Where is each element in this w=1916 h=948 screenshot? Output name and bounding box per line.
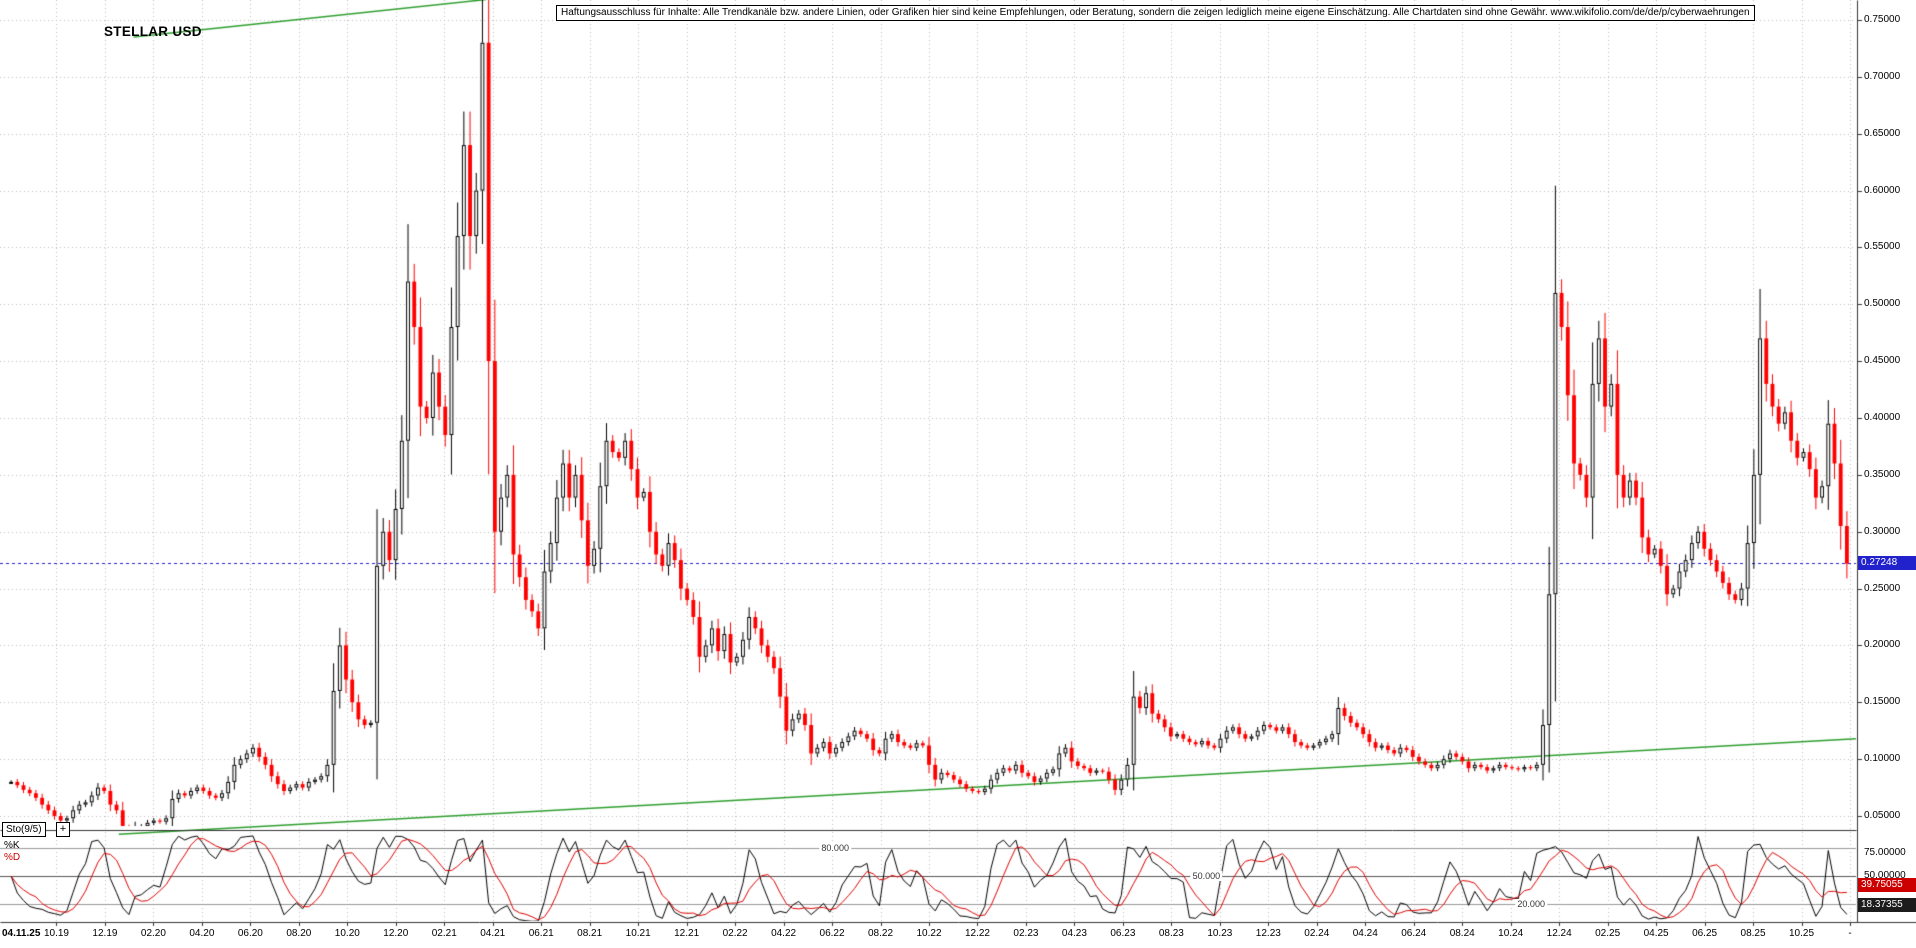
time-axis-label: 12.22	[964, 928, 990, 939]
price-axis-label: 0.25000	[1864, 582, 1901, 594]
stoch-k-value-badge: 39.75055	[1858, 878, 1916, 893]
time-axis-label: 08.20	[286, 928, 312, 939]
time-axis-label: 10.25	[1789, 928, 1815, 939]
price-axis-label: 0.40000	[1864, 412, 1901, 423]
price-axis-label: 0.70000	[1864, 70, 1901, 82]
time-axis-label: 10.23	[1207, 928, 1233, 939]
time-axis-label: 02.21	[431, 928, 457, 939]
indicator-settings-button[interactable]: Sto(9/5)	[2, 822, 46, 837]
price-axis-label: 0.55000	[1864, 241, 1901, 253]
time-axis-label: 04.21	[480, 928, 506, 939]
price-axis-label: 0.35000	[1864, 468, 1901, 480]
time-axis-label: 04.25	[1643, 928, 1669, 939]
chart-title: STELLAR USD	[104, 24, 202, 39]
disclaimer-note: Haftungsausschluss für Inhalte: Alle Tre…	[556, 5, 1755, 21]
stoch-k-legend: %K	[4, 840, 20, 851]
time-axis-label: -	[1848, 928, 1852, 939]
price-axis-label: 0.65000	[1864, 127, 1901, 139]
time-axis-label: 06.22	[819, 928, 845, 939]
time-axis-label: 04.24	[1352, 928, 1378, 939]
time-axis-label: 10.22	[916, 928, 942, 939]
price-axis-label: 0.20000	[1864, 639, 1901, 651]
time-axis-label: 08.24	[1449, 928, 1475, 939]
time-axis-label: 02.22	[722, 928, 748, 939]
indicator-add-button[interactable]: +	[56, 822, 70, 837]
time-axis-label: 12.24	[1546, 928, 1572, 939]
time-axis-label: 10.24	[1498, 928, 1524, 939]
price-axis-label: 0.75000	[1864, 14, 1901, 25]
time-axis-label: 08.21	[577, 928, 603, 939]
indicator-axis-label: 75.00000	[1864, 847, 1906, 858]
price-axis-label: 0.15000	[1864, 696, 1901, 708]
price-axis-label: 0.05000	[1864, 810, 1901, 821]
price-axis-label: 0.50000	[1864, 298, 1901, 310]
price-axis-label: 0.30000	[1864, 525, 1901, 537]
price-axis-label: 0.45000	[1864, 355, 1901, 367]
price-axis-label: 0.10000	[1864, 753, 1901, 765]
price-axis-label: 0.60000	[1864, 184, 1901, 196]
current-price-badge: 0.27248	[1858, 556, 1916, 570]
stoch-d-legend: %D	[4, 852, 21, 863]
time-axis-label: 02.23	[1013, 928, 1039, 939]
time-axis-label: 04.23	[1061, 928, 1087, 939]
indicator-level-label: 50.000	[1190, 871, 1223, 881]
time-axis-label: 06.23	[1110, 928, 1136, 939]
indicator-name-label: Sto(9/5)	[6, 824, 42, 835]
time-axis-label: 08.22	[868, 928, 894, 939]
indicator-axis-label: 50.00000	[1864, 870, 1906, 881]
time-axis-label: 04.22	[771, 928, 797, 939]
time-axis-label: 06.20	[237, 928, 263, 939]
time-axis-label: 06.25	[1692, 928, 1718, 939]
time-axis-label: 02.24	[1304, 928, 1330, 939]
time-axis-label: 10.19	[43, 928, 69, 939]
time-axis-label: 12.23	[1255, 928, 1281, 939]
time-axis-label: 04.11.25	[2, 928, 41, 939]
time-axis-label: 02.25	[1595, 928, 1621, 939]
time-axis-label: 12.19	[92, 928, 118, 939]
time-axis-label: 12.20	[383, 928, 409, 939]
time-axis-label: 08.25	[1740, 928, 1766, 939]
time-axis-label: 04.20	[189, 928, 215, 939]
indicator-level-label: 80.000	[819, 843, 851, 854]
time-axis-label: 10.21	[625, 928, 651, 939]
indicator-level-label: 20.000	[1515, 898, 1547, 909]
time-axis-label: 02.20	[140, 928, 166, 939]
time-axis-label: 06.21	[528, 928, 554, 939]
time-axis-label: 12.21	[674, 928, 700, 939]
time-axis-label: 08.23	[1158, 928, 1184, 939]
time-axis-label: 10.20	[334, 928, 360, 939]
stoch-d-value-badge: 18.37355	[1858, 898, 1916, 913]
time-axis-label: 06.24	[1401, 928, 1427, 939]
